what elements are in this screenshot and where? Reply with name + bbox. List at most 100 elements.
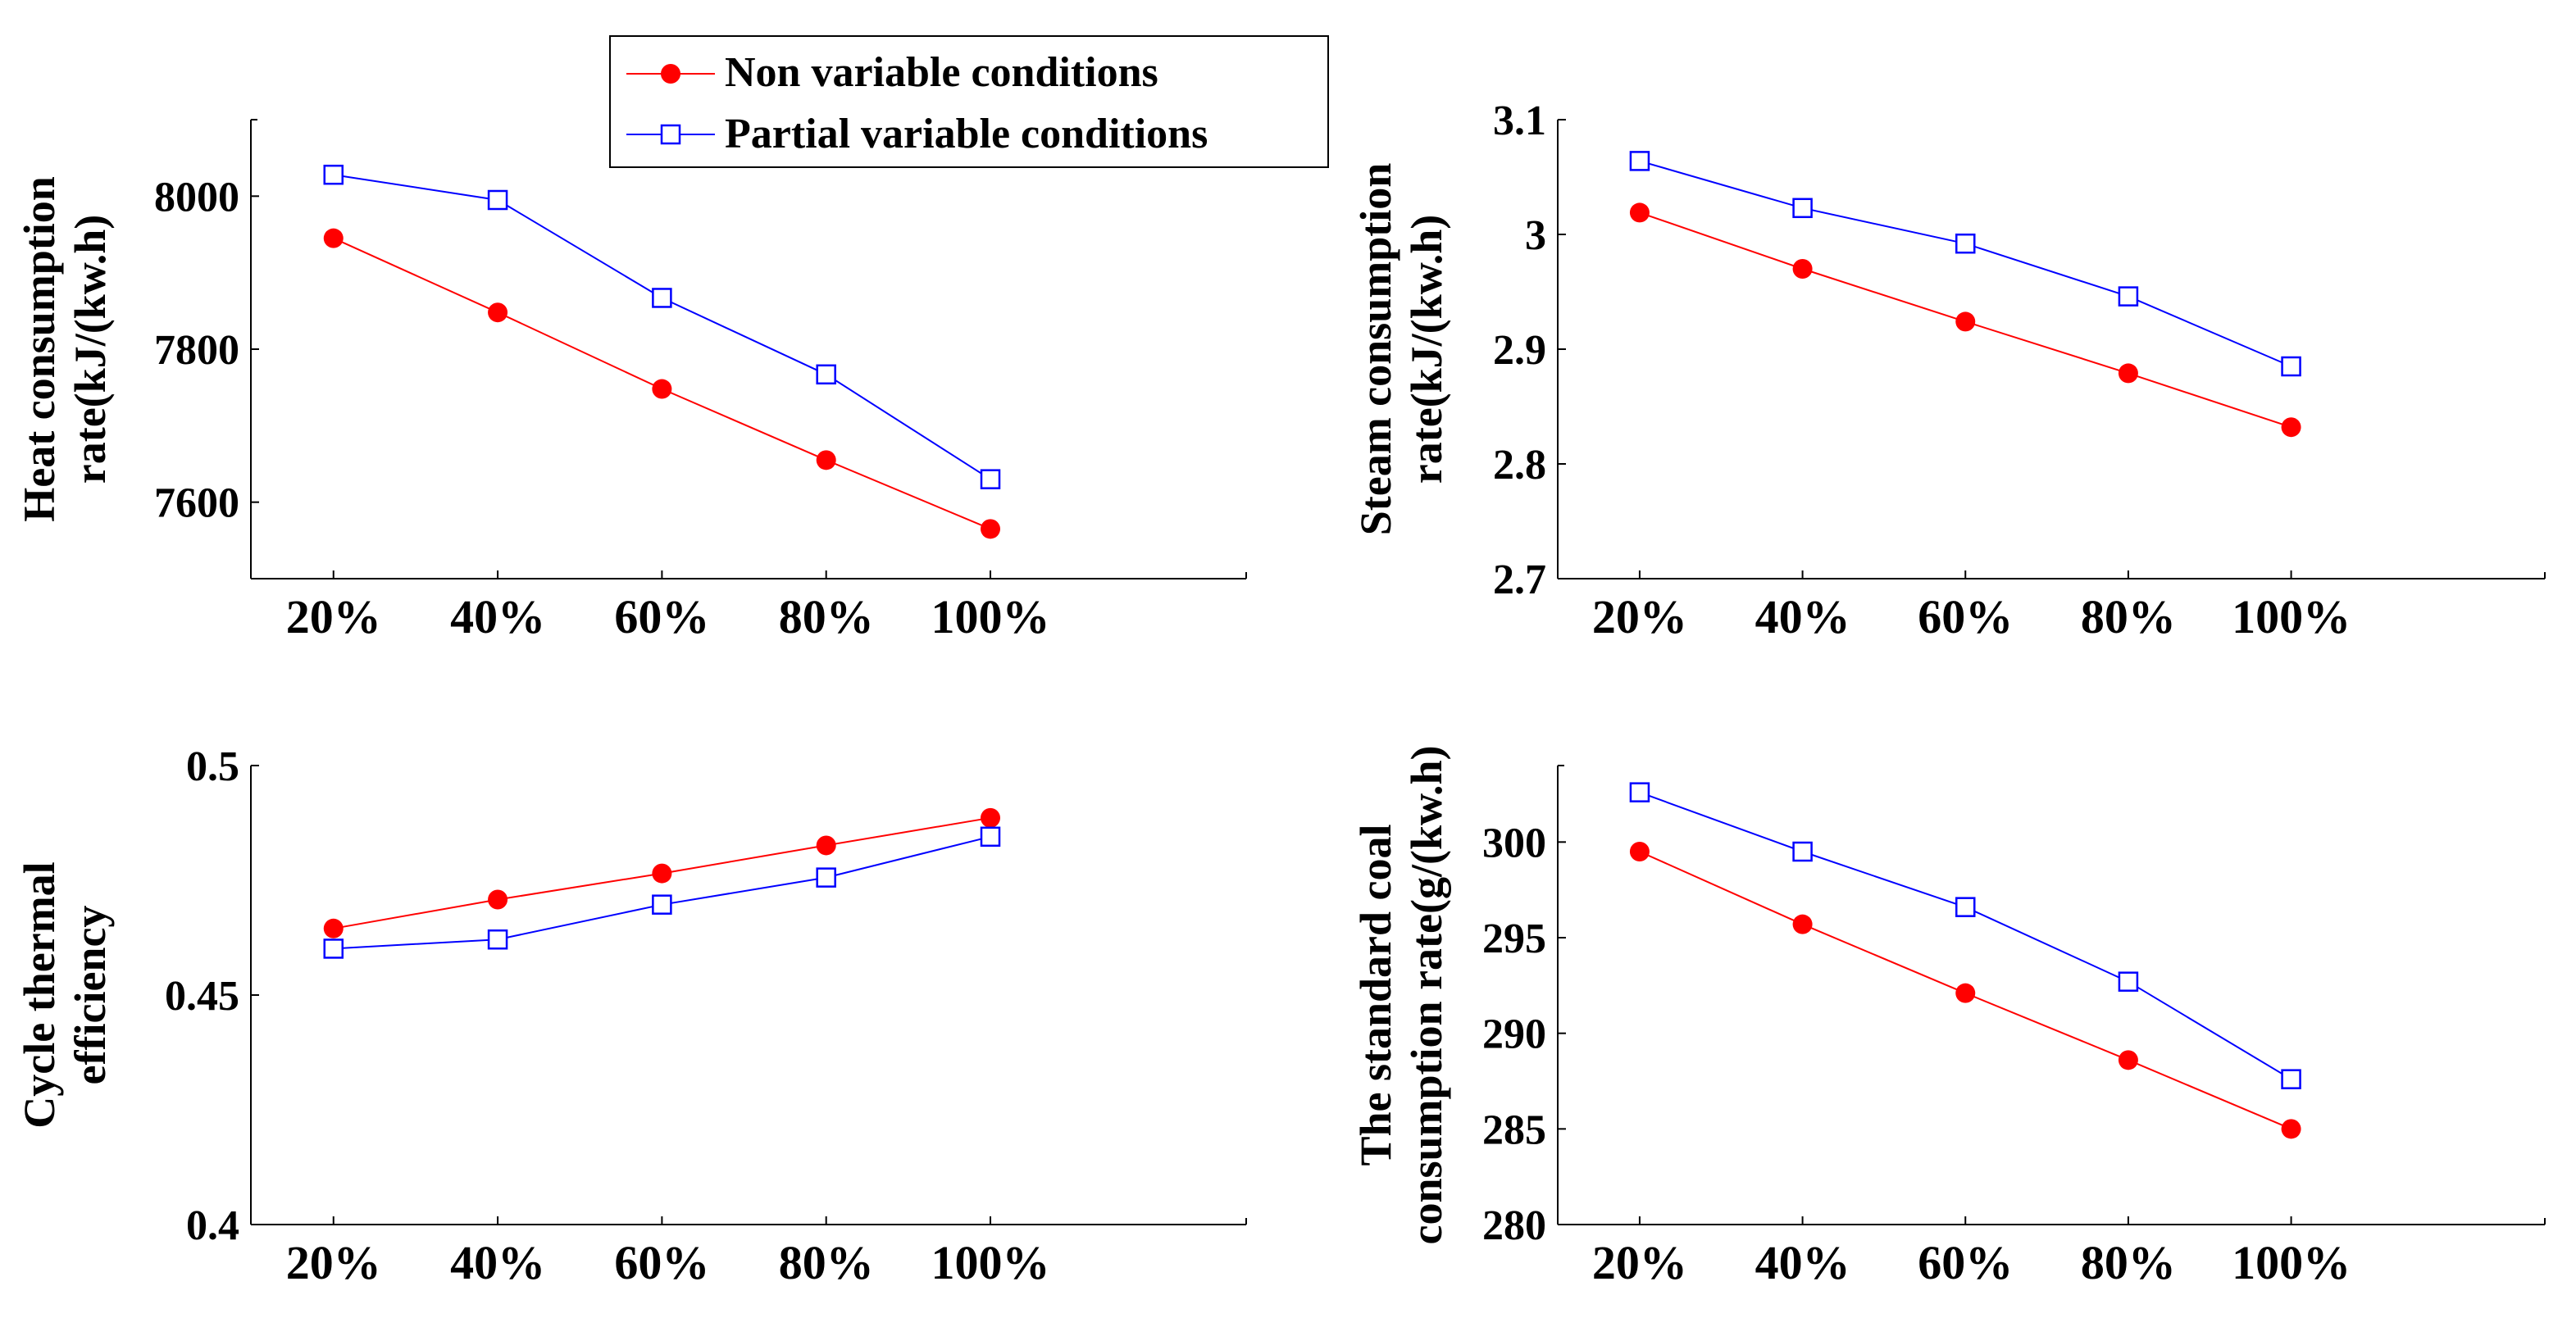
chart-panel-4: 280 285 290 295 300 20% 40% 60% 80% 100% The stand… — [1351, 745, 2546, 1289]
legend: Non variable conditions Partial variable… — [609, 35, 1329, 168]
y-axis-title-line: rate(kJ/(kw.h) — [1402, 215, 1451, 484]
data-point-partial-variable — [323, 164, 344, 185]
data-point-partial-variable — [1629, 151, 1650, 171]
data-point-partial-variable — [1792, 198, 1813, 219]
y-axis-title-line: Heat consumption — [15, 176, 64, 522]
data-point-non-variable — [323, 228, 344, 248]
y-tick-label: 0.5 — [186, 743, 239, 790]
x-tick-label: 100% — [931, 590, 1050, 643]
series-line-partial-variable — [1639, 160, 2292, 367]
y-tick-label: 7600 — [154, 480, 239, 527]
x-tick-label: 60% — [614, 590, 709, 643]
y-tick-label: 0.4 — [186, 1202, 239, 1249]
y-axis-title-line: Cycle thermal — [15, 861, 64, 1128]
data-point-non-variable — [1955, 983, 1976, 1003]
data-point-partial-variable — [487, 189, 508, 211]
x-tick-label: 40% — [450, 590, 545, 643]
y-axis-title-line: Steam consumption — [1351, 163, 1400, 536]
data-point-partial-variable — [2118, 286, 2139, 307]
y-axis-title-line: efficiency — [66, 906, 115, 1085]
data-point-non-variable — [2281, 1119, 2301, 1139]
y-tick-label: 7800 — [154, 327, 239, 374]
data-point-partial-variable — [816, 364, 836, 385]
x-tick-label: 40% — [450, 1236, 545, 1289]
data-point-partial-variable — [2281, 356, 2301, 377]
data-point-non-variable — [816, 835, 836, 856]
legend-label-partial-variable: Partial variable conditions — [725, 111, 1208, 157]
data-point-partial-variable — [1955, 897, 1976, 917]
x-tick-label: 20% — [1592, 1236, 1687, 1289]
x-tick-label: 80% — [779, 1236, 874, 1289]
x-tick-label: 40% — [1755, 1236, 1850, 1289]
data-point-non-variable — [1955, 311, 1976, 332]
x-tick-label: 20% — [286, 1236, 381, 1289]
y-tick-label: 295 — [1482, 916, 1546, 962]
data-point-non-variable — [981, 807, 1001, 828]
data-point-partial-variable — [980, 469, 1001, 489]
data-point-partial-variable — [980, 826, 1001, 848]
x-tick-label: 40% — [1755, 590, 1850, 643]
data-point-partial-variable — [2118, 971, 2139, 992]
x-tick-label: 20% — [286, 590, 381, 643]
y-tick-label: 3.1 — [1493, 98, 1546, 144]
data-point-non-variable — [1629, 842, 1650, 861]
x-tick-label: 60% — [614, 1236, 709, 1289]
series-line-partial-variable — [1639, 791, 2292, 1080]
y-tick-label: 0.45 — [165, 973, 239, 1020]
x-tick-label: 60% — [1918, 1236, 2013, 1289]
chart-panel-2: 2.7 2.8 2.9 3 3.1 20% 40% 60% 80% 100% Steam consu… — [1351, 98, 2546, 643]
data-point-partial-variable — [487, 929, 508, 950]
data-point-partial-variable — [1792, 841, 1813, 862]
y-tick-label: 2.7 — [1493, 557, 1546, 603]
data-point-partial-variable — [816, 867, 836, 888]
y-tick-label: 2.9 — [1493, 327, 1546, 374]
x-tick-label: 80% — [2081, 1236, 2176, 1289]
data-point-non-variable — [1792, 914, 1813, 934]
y-axis-title-line: consumption rate(g/(kw.h) — [1402, 745, 1451, 1244]
legend-label-non-variable: Non variable conditions — [725, 49, 1158, 96]
data-point-non-variable — [652, 379, 672, 399]
data-point-non-variable — [488, 302, 508, 323]
data-point-partial-variable — [652, 288, 672, 308]
x-tick-label: 20% — [1592, 590, 1687, 643]
data-point-partial-variable — [2281, 1069, 2301, 1089]
chart-panel-3: 0.4 0.45 0.5 20% 40% 60% 80% 100% Cycle thermal e… — [15, 743, 1247, 1289]
data-point-non-variable — [323, 918, 344, 938]
data-point-non-variable — [2118, 363, 2138, 384]
y-tick-label: 2.8 — [1493, 442, 1546, 489]
x-tick-label: 100% — [931, 1236, 1050, 1289]
y-tick-label: 285 — [1482, 1107, 1546, 1153]
y-tick-label: 300 — [1482, 820, 1546, 866]
x-tick-label: 100% — [2232, 590, 2351, 643]
data-point-partial-variable — [1955, 233, 1976, 254]
chart-panels: 7600 7800 8000 20% 40% 60% 80% 100% Heat consump… — [15, 98, 2546, 1289]
y-tick-label: 290 — [1482, 1011, 1546, 1058]
data-point-non-variable — [981, 519, 1001, 539]
data-point-non-variable — [1792, 259, 1813, 279]
data-point-non-variable — [488, 889, 508, 910]
data-point-partial-variable — [1629, 782, 1650, 802]
chart-panel-1: 7600 7800 8000 20% 40% 60% 80% 100% Heat consump… — [15, 119, 1247, 643]
data-point-non-variable — [1629, 202, 1650, 223]
legend-marker-partial-variable — [660, 124, 681, 145]
data-point-partial-variable — [652, 894, 672, 915]
data-point-non-variable — [2281, 417, 2301, 438]
data-point-non-variable — [652, 863, 672, 884]
x-tick-label: 80% — [779, 590, 874, 643]
y-axis-title-line: rate(kJ/(kw.h) — [66, 215, 115, 484]
legend-box — [609, 35, 1329, 168]
data-point-non-variable — [816, 450, 836, 470]
series-line-partial-variable — [333, 174, 991, 480]
legend-marker-non-variable — [661, 64, 680, 84]
x-tick-label: 80% — [2081, 590, 2176, 643]
y-tick-label: 3 — [1525, 212, 1546, 259]
x-tick-label: 60% — [1918, 590, 2013, 643]
y-tick-label: 280 — [1482, 1202, 1546, 1249]
data-point-non-variable — [2118, 1050, 2138, 1070]
x-tick-label: 100% — [2232, 1236, 2351, 1289]
data-point-partial-variable — [323, 938, 344, 959]
series-line-partial-variable — [333, 835, 991, 950]
y-axis-title-line: The standard coal — [1351, 824, 1400, 1166]
y-tick-label: 8000 — [154, 174, 239, 220]
